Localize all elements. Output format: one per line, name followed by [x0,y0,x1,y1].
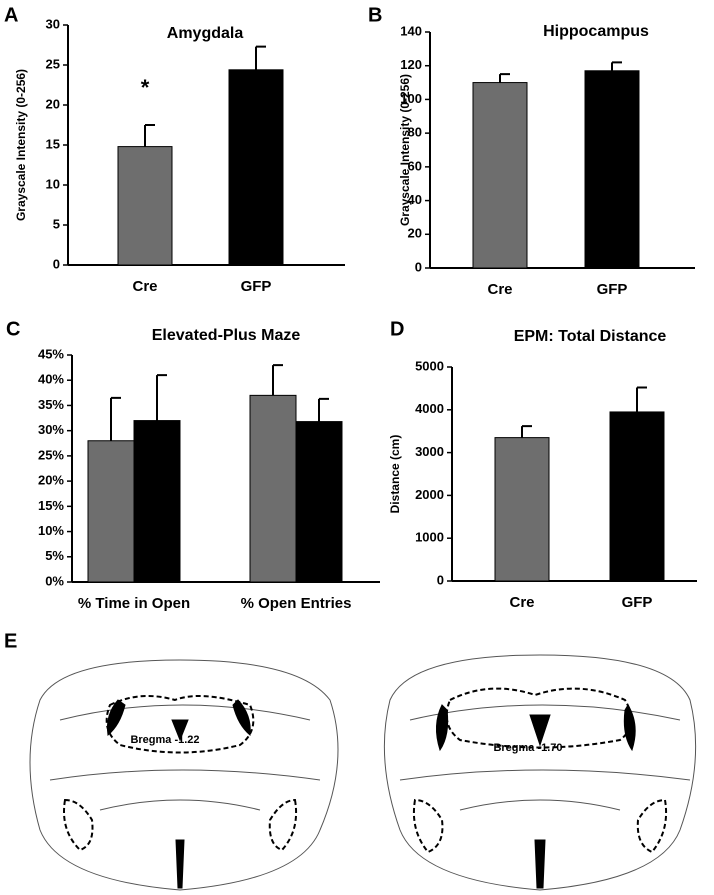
y-tick-label: 40% [38,372,64,387]
y-tick-label: 2000 [415,487,444,502]
y-tick-label: 5% [45,548,64,563]
y-axis-label: Distance (cm) [388,435,402,514]
bar [249,394,297,583]
bar [609,411,665,582]
y-tick-label: 35% [38,397,64,412]
bar [584,70,640,269]
error-bar [144,124,155,147]
bar [133,420,181,583]
y-tick-label: 25 [46,56,60,71]
y-tick-label: 100 [400,91,422,106]
y-tick-label: 25% [38,447,64,462]
brain-section-left [29,659,339,891]
panel-label: D [390,318,404,340]
y-tick-label: 20% [38,473,64,488]
y-tick-label: 4000 [415,401,444,416]
error-bar [272,364,283,396]
y-tick-label: 40 [408,192,422,207]
bar [472,82,528,269]
y-tick-label: 10% [38,523,64,538]
bar [295,421,343,583]
y-tick-label: 5000 [415,358,444,373]
y-tick-label: 30 [46,16,60,31]
x-tick-label: GFP [241,278,272,295]
bar [117,146,173,266]
y-tick-label: 20 [408,226,422,241]
panel-label: B [368,4,382,26]
bar [494,437,550,582]
y-tick-label: 3000 [415,444,444,459]
y-tick-label: 0 [53,256,60,271]
x-tick-label: Cre [132,278,157,295]
error-bar [110,396,121,441]
x-tick-label: Cre [487,281,512,298]
y-axis-label: Grayscale Intensity (0-256) [14,69,28,221]
chart-title: EPM: Total Distance [514,328,667,345]
y-tick-label: 60 [408,158,422,173]
brain-section-right [383,654,697,891]
y-tick-label: 0 [415,259,422,274]
panel-label: E [4,630,17,652]
x-tick-label: % Open Entries [241,595,352,612]
y-tick-label: 140 [400,23,422,38]
y-tick-label: 0% [45,573,64,588]
error-bar [255,45,266,70]
y-tick-label: 1000 [415,530,444,545]
y-tick-label: 20 [46,96,60,111]
section-label: Bregma -1.70 [493,742,562,754]
annotation: * [141,75,150,100]
brain-diagrams [29,654,697,891]
y-tick-label: 80 [408,125,422,140]
bar [87,440,135,583]
y-tick-label: 45% [38,346,64,361]
x-tick-label: Cre [509,594,534,611]
y-tick-label: 5 [53,216,60,231]
bar [228,69,284,266]
error-bar [611,61,622,71]
y-tick-label: 15% [38,498,64,513]
chart-title: Hippocampus [543,23,649,40]
section-label: Bregma -1.22 [130,734,199,746]
x-tick-label: GFP [622,594,653,611]
error-bar [499,73,510,83]
error-bar [636,386,647,412]
y-tick-label: 15 [46,136,60,151]
panel-label: A [4,4,18,26]
x-tick-label: % Time in Open [78,595,190,612]
error-bar [318,397,329,422]
y-tick-label: 30% [38,422,64,437]
x-tick-label: GFP [597,281,628,298]
y-tick-label: 120 [400,57,422,72]
error-bar [521,425,532,438]
y-tick-label: 10 [46,176,60,191]
chart-title: Elevated-Plus Maze [152,327,301,344]
error-bar [156,374,167,421]
panel-label: C [6,318,20,340]
chart-title: Amygdala [167,25,244,42]
y-axis-label: Grayscale Intensity (0-256) [398,74,412,226]
y-tick-label: 0 [437,572,444,587]
